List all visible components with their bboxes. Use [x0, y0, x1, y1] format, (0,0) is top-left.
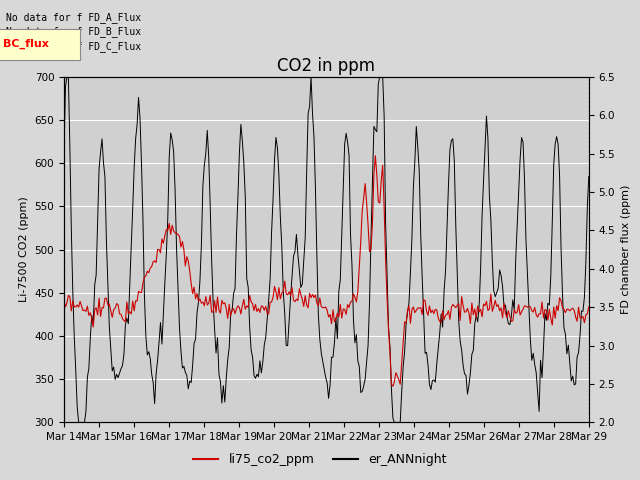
- Title: CO2 in ppm: CO2 in ppm: [277, 57, 376, 75]
- Y-axis label: FD chamber flux (ppm): FD chamber flux (ppm): [621, 185, 630, 314]
- Legend: li75_co2_ppm, er_ANNnight: li75_co2_ppm, er_ANNnight: [188, 448, 452, 471]
- Text: No data for f FD_C_Flux: No data for f FD_C_Flux: [6, 41, 141, 52]
- Text: No data for f FD_B_Flux: No data for f FD_B_Flux: [6, 26, 141, 37]
- Text: No data for f FD_A_Flux: No data for f FD_A_Flux: [6, 12, 141, 23]
- Text: BC_flux: BC_flux: [3, 39, 49, 49]
- Y-axis label: Li-7500 CO2 (ppm): Li-7500 CO2 (ppm): [19, 197, 29, 302]
